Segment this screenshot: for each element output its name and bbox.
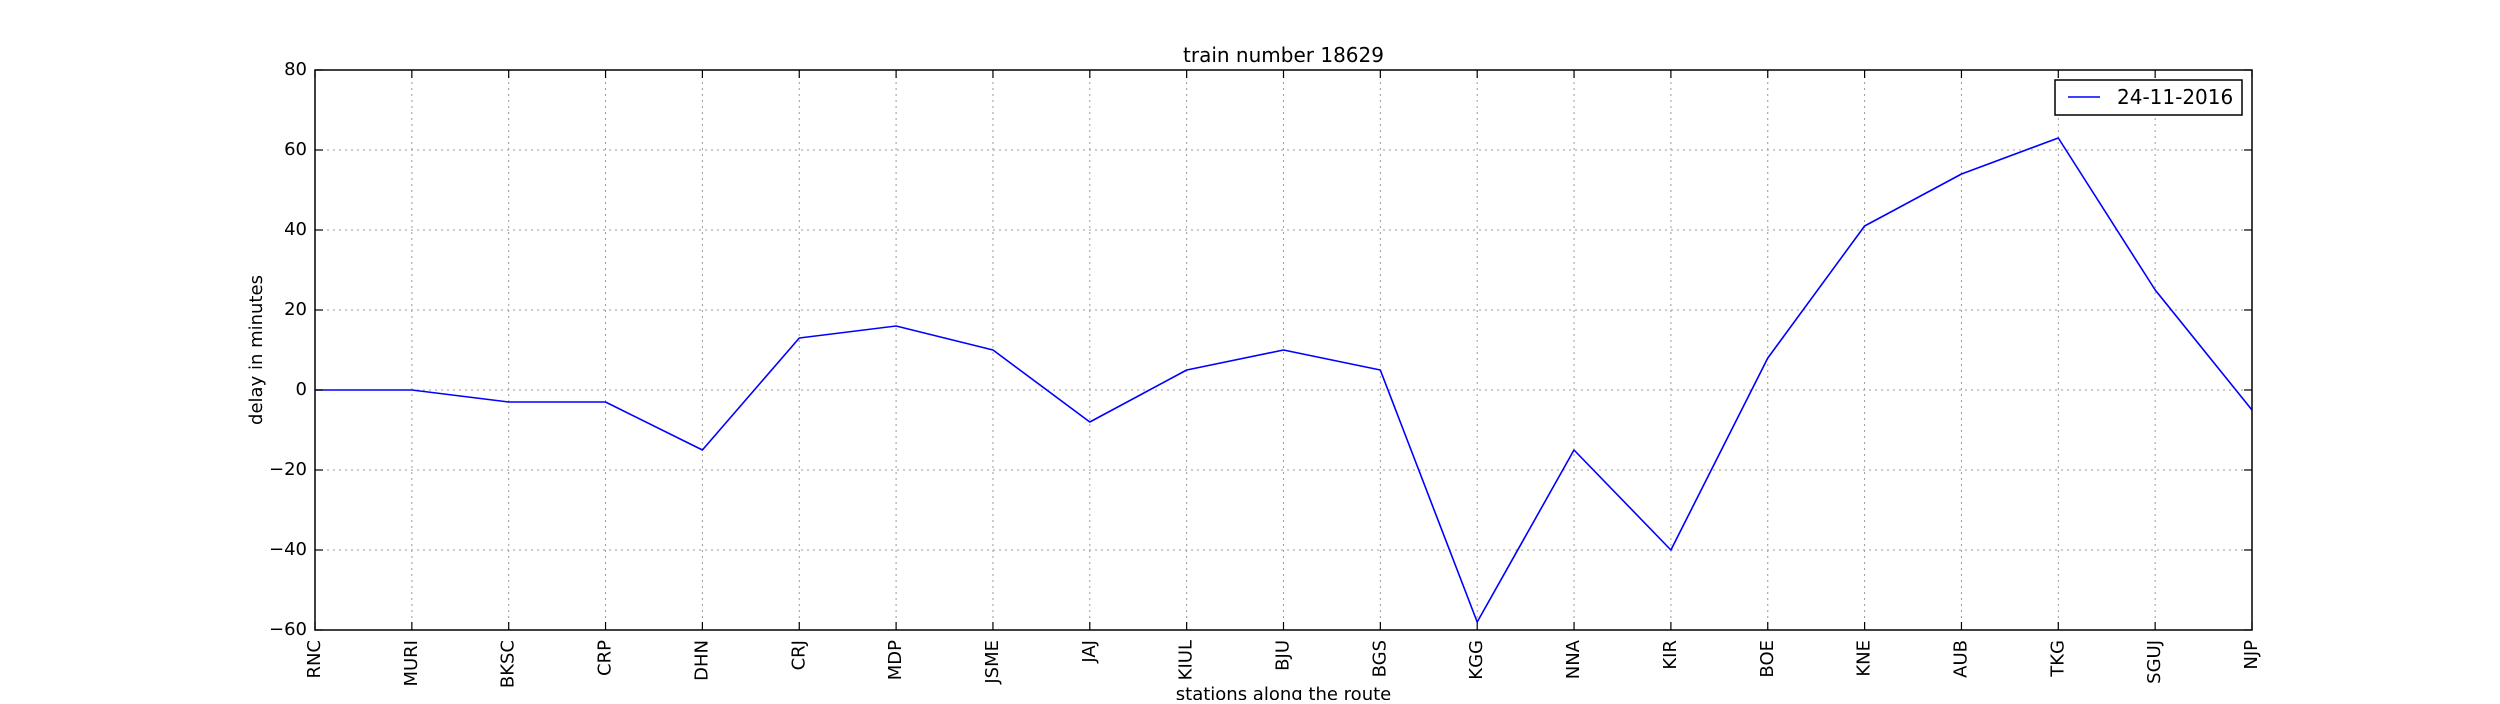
x-tick-label: CRJ [788, 640, 809, 670]
x-tick-label: SGUJ [2144, 640, 2165, 684]
x-tick-label: KIUL [1176, 640, 1197, 680]
y-tick-label: 20 [284, 299, 307, 320]
y-tick-label: 40 [284, 219, 307, 240]
x-tick-label: TKG [2047, 640, 2068, 678]
x-axis-label: stations along the route [1176, 684, 1391, 700]
y-tick-label: −40 [269, 539, 307, 560]
x-tick-label: MURI [401, 640, 422, 687]
x-tick-label: BOE [1757, 640, 1778, 678]
y-axis-label: delay in minutes [246, 275, 267, 425]
legend-entry: 24-11-2016 [2117, 85, 2233, 109]
x-tick-label: JSME [982, 640, 1003, 685]
chart-title: train number 18629 [1183, 43, 1384, 67]
x-tick-label: RNC [304, 640, 325, 679]
x-tick-label: KGG [1466, 640, 1487, 680]
x-tick-label: JAJ [1079, 640, 1100, 664]
x-tick-label: BJU [1273, 640, 1294, 671]
x-tick-label: NNA [1563, 639, 1584, 679]
x-tick-label: KIR [1660, 640, 1681, 670]
x-tick-label: MDP [885, 640, 906, 680]
y-tick-label: −60 [269, 619, 307, 640]
x-tick-label: CRP [595, 640, 616, 676]
x-tick-label: DHN [691, 640, 712, 681]
x-tick-label: BGS [1369, 640, 1390, 677]
y-tick-label: −20 [269, 459, 307, 480]
legend: 24-11-2016 [2055, 80, 2242, 115]
x-tick-label: KNE [1854, 640, 1875, 677]
x-tick-label: AUB [1950, 640, 1971, 678]
y-tick-label: 60 [284, 139, 307, 160]
y-tick-label: 0 [296, 379, 307, 400]
x-tick-label: NJP [2241, 640, 2262, 670]
x-tick-label: BKSC [498, 640, 519, 688]
y-tick-label: 80 [284, 59, 307, 80]
